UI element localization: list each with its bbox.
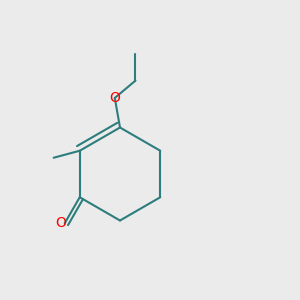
Text: O: O bbox=[110, 91, 120, 105]
Text: O: O bbox=[56, 216, 67, 230]
